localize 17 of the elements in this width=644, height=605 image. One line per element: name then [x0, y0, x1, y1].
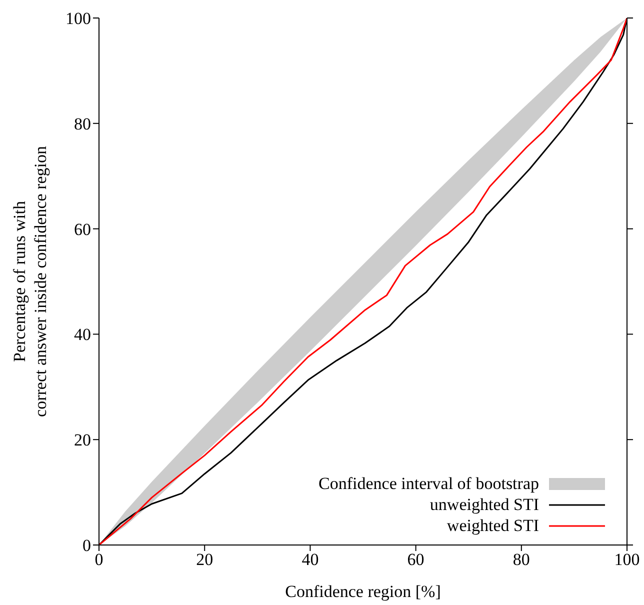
- legend-label: unweighted STI: [430, 494, 539, 514]
- y-tick-label: 80: [74, 114, 91, 134]
- y-tick-label: 100: [66, 9, 91, 28]
- legend-label: Confidence interval of bootstrap: [318, 474, 539, 494]
- y-tick-label: 40: [74, 325, 91, 344]
- x-tick-label: 80: [512, 550, 530, 570]
- x-tick-label: 0: [94, 550, 104, 570]
- x-tick-label: 60: [407, 550, 424, 570]
- y-tick-label: 60: [74, 220, 91, 239]
- y-tick-label: 0: [82, 536, 91, 556]
- y-tick-label: 20: [74, 430, 91, 450]
- x-axis-title: Confidence region [%]: [285, 582, 441, 601]
- y-axis-title: Percentage of runs with correct answer inside confidence region: [10, 146, 50, 417]
- x-tick-label: 20: [196, 550, 214, 570]
- x-tick-label: 100: [614, 550, 640, 570]
- legend-label: weighted STI: [446, 516, 539, 536]
- x-tick-label: 40: [302, 550, 319, 570]
